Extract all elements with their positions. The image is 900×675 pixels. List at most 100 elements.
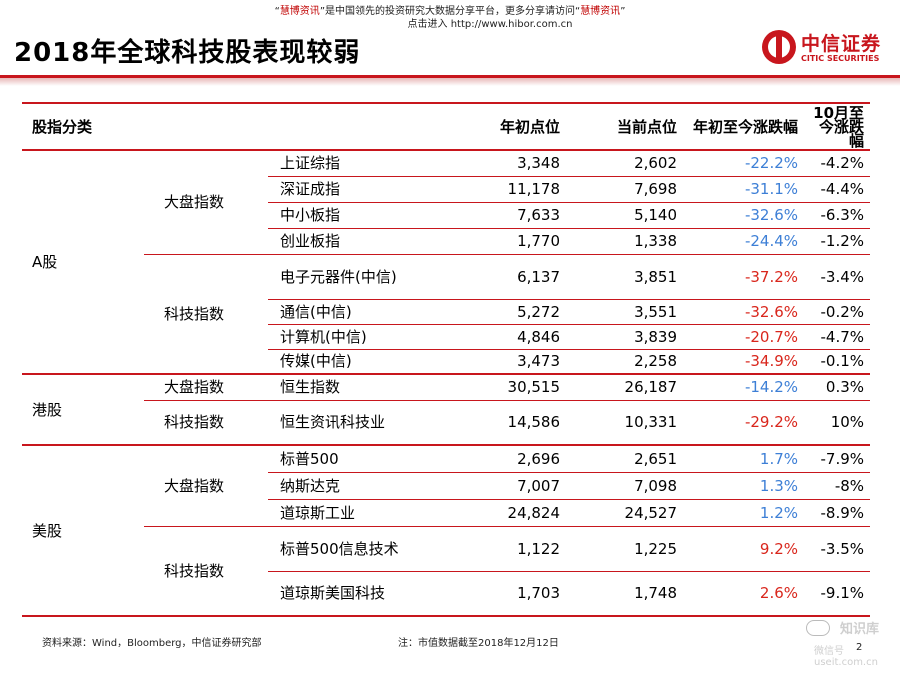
table-row: 纳斯达克 7,007 7,098 1.3% -8%: [22, 472, 871, 500]
watermark-brand[interactable]: 慧博资讯: [279, 6, 320, 17]
current-value: 24,527: [566, 499, 684, 527]
watermark-name: 知识库: [840, 622, 880, 637]
header-oct: 10月至今涨跌幅: [804, 102, 871, 151]
header-divider-shadow: [0, 78, 900, 86]
index-name: 道琼斯工业: [268, 499, 467, 527]
data-date-note: 注：市值数据截至2018年12月12日: [398, 638, 559, 649]
ytd-change: 1.3%: [683, 472, 805, 500]
ytd-change: -34.9%: [683, 349, 805, 375]
table-row: 科技指数 电子元器件(中信) 6,137 3,851 -37.2% -3.4%: [22, 254, 871, 375]
current-value: 7,698: [566, 176, 684, 203]
index-name: 中小板指: [268, 202, 467, 229]
header-divider: [0, 75, 900, 78]
current-value: 2,258: [566, 349, 684, 375]
table-row: 科技指数 恒生资讯科技业 14,586 10,331 -29.2% 10%: [22, 400, 871, 446]
watermark-banner: “慧博资讯”是中国领先的投资研究大数据分享平台，更多分享请访问“慧博资讯” 点击…: [0, 5, 900, 31]
current-value: 1,748: [634, 584, 678, 603]
current-value: 3,839: [566, 324, 684, 350]
header-start: 年初点位: [466, 102, 567, 151]
market-label: A股: [22, 150, 144, 375]
index-name: 纳斯达克: [268, 472, 467, 500]
start-value: 1,770: [466, 228, 567, 255]
index-performance-table: 股指分类 年初点位 当前点位 年初至今涨跌幅 10月至今涨跌幅 A股 大盘指数 …: [22, 102, 871, 618]
oct-change: -4.4%: [804, 176, 871, 203]
oct-change: 0.3%: [804, 374, 871, 401]
index-name: 计算机(中信): [268, 324, 467, 350]
watermark-quote-close: ”: [620, 6, 626, 17]
sub-category-label: 科技指数: [144, 400, 268, 446]
oct-change: -9.1%: [820, 584, 865, 603]
current-value: 2,651: [566, 445, 684, 473]
page-title: 2018年全球科技股表现较弱: [14, 38, 361, 68]
start-value: 30,515: [466, 374, 567, 401]
start-value: 2,696: [466, 445, 567, 473]
market-label: 港股: [22, 374, 144, 446]
header-category: 股指分类: [22, 102, 467, 151]
oct-change: -4.7%: [804, 324, 871, 350]
index-name: 标普500信息技术: [268, 526, 467, 572]
watermark-link[interactable]: 点击进入 http://www.hibor.com.cn: [407, 19, 573, 30]
ytd-change: -20.7%: [683, 324, 805, 350]
index-name: 电子元器件(中信): [268, 254, 467, 300]
oct-change: -7.9%: [804, 445, 871, 473]
index-name: 传媒(中信): [268, 349, 467, 375]
header-current: 当前点位: [566, 102, 684, 151]
start-value: 1,122: [466, 526, 567, 572]
current-value: 3,851: [566, 254, 684, 300]
table-header-row: 股指分类 年初点位 当前点位 年初至今涨跌幅 10月至今涨跌幅: [22, 102, 871, 151]
index-name: 创业板指: [268, 228, 467, 255]
start-value: 3,348: [466, 150, 567, 177]
current-value: 10,331: [566, 400, 684, 446]
table-row: 道琼斯工业 24,824 24,527 1.2% -8.9%: [22, 499, 871, 527]
page-number: 2: [856, 642, 863, 653]
table-row: 科技指数 标普500信息技术 1,122 1,225 9.2% -3.5%: [22, 526, 871, 578]
index-name: 深证成指: [268, 176, 467, 203]
logo-en-text: CITIC SECURITIES: [801, 54, 880, 63]
current-value: 3,551: [566, 299, 684, 325]
index-name: 恒生资讯科技业: [268, 400, 467, 446]
watermark-brand-2[interactable]: 慧博资讯: [580, 6, 621, 17]
watermark-quote: “: [274, 6, 280, 17]
index-name: 通信(中信): [268, 299, 467, 325]
sub-category-label: 科技指数: [164, 561, 225, 580]
ytd-change: 9.2%: [683, 526, 805, 572]
ytd-change: -24.4%: [683, 228, 805, 255]
oct-change: -3.5%: [804, 526, 871, 572]
oct-change: -3.4%: [804, 254, 871, 300]
oct-change: 10%: [804, 400, 871, 446]
ytd-change: 1.2%: [683, 499, 805, 527]
index-name: 道琼斯美国科技: [280, 584, 386, 603]
table-row: 通信(中信) 5,272 3,551 -32.6% -0.2%: [22, 299, 871, 325]
ytd-change: -37.2%: [683, 254, 805, 300]
start-value: 4,846: [466, 324, 567, 350]
oct-change: -1.2%: [804, 228, 871, 255]
logo-cn-text: 中信证券: [801, 33, 882, 55]
start-value: 7,007: [466, 472, 567, 500]
table-row: 美股 大盘指数 标普500 2,696 2,651 1.7% -7.9%: [22, 445, 871, 538]
source-note: 资料来源：Wind，Bloomberg，中信证券研究部: [42, 638, 262, 649]
oct-change: -0.1%: [804, 349, 871, 375]
current-value: 7,098: [566, 472, 684, 500]
sub-category-label: 科技指数: [144, 254, 268, 375]
table-row: 创业板指 1,770 1,338 -24.4% -1.2%: [22, 228, 871, 255]
oct-change: -8%: [804, 472, 871, 500]
market-label: 美股: [32, 521, 63, 540]
table-row: 深证成指 11,178 7,698 -31.1% -4.4%: [22, 176, 871, 203]
citic-logo: 中信证券 CITIC SECURITIES: [762, 28, 894, 70]
index-name: 恒生指数: [268, 374, 467, 401]
start-value: 14,586: [466, 400, 567, 446]
current-value: 1,225: [566, 526, 684, 572]
table-row: A股 大盘指数 上证综指 3,348 2,602 -22.2% -4.2%: [22, 150, 871, 375]
ytd-change: -14.2%: [683, 374, 805, 401]
citic-logo-icon: [762, 30, 796, 64]
table-row: 计算机(中信) 4,846 3,839 -20.7% -4.7%: [22, 324, 871, 350]
ytd-change: -29.2%: [683, 400, 805, 446]
table-row: 传媒(中信) 3,473 2,258 -34.9% -0.1%: [22, 349, 871, 375]
ytd-change: -31.1%: [683, 176, 805, 203]
table-row: 港股 大盘指数 恒生指数 30,515 26,187 -14.2% 0.3%: [22, 374, 871, 446]
ytd-change: 2.6%: [759, 584, 799, 603]
oct-change: -6.3%: [804, 202, 871, 229]
start-value: 11,178: [466, 176, 567, 203]
watermark-account: 微信号 useit.com.cn: [814, 646, 878, 668]
index-name: 标普500: [268, 445, 467, 473]
